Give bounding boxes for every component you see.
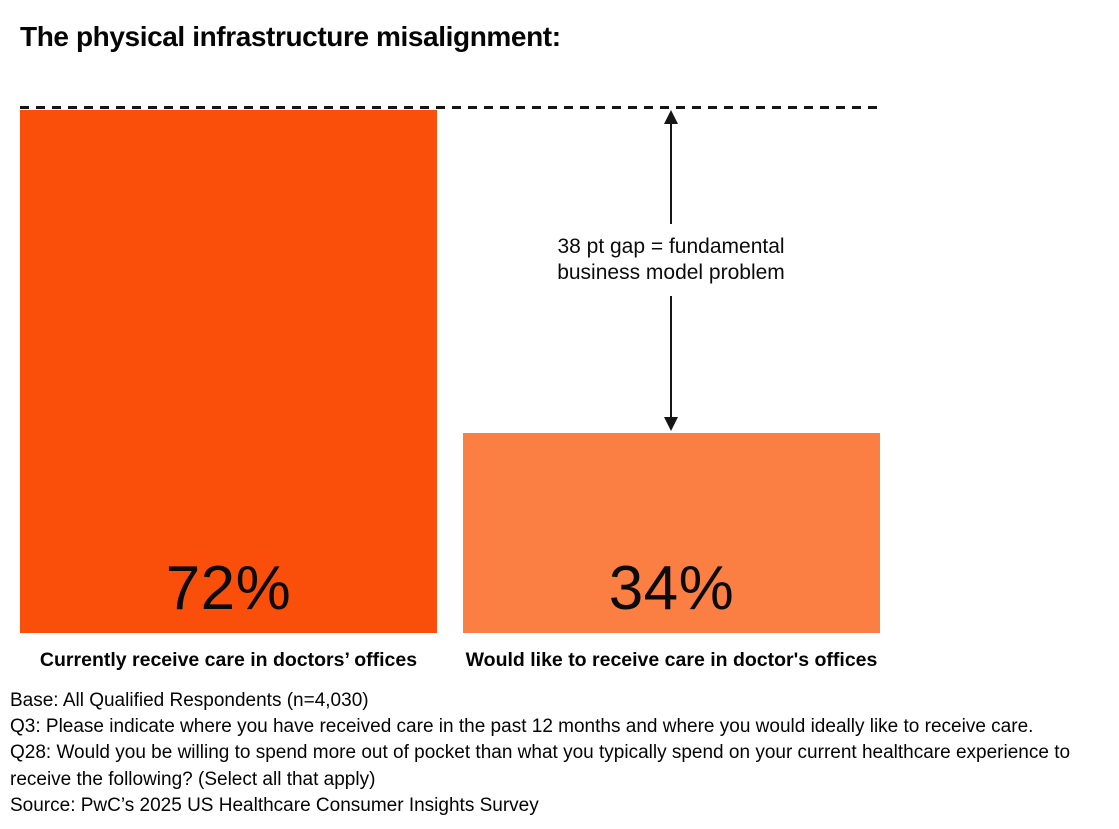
gap-arrow-line-top — [670, 114, 672, 224]
footnote-q3: Q3: Please indicate where you have recei… — [10, 716, 1034, 738]
gap-annotation-line1: 38 pt gap = fundamental — [557, 235, 785, 258]
bar-would-like-care: 34% — [463, 433, 880, 633]
footnotes: Base: All Qualified Respondents (n=4,030… — [10, 688, 1107, 819]
arrow-down-icon — [664, 417, 678, 431]
bar-value-label: 34% — [608, 554, 735, 623]
bar-value-label: 72% — [165, 554, 292, 623]
bar-currently-receive-care: 72% — [20, 110, 437, 633]
gap-annotation-line2: business model problem — [557, 261, 785, 284]
footnote-source: Source: PwC’s 2025 US Healthcare Consume… — [10, 794, 539, 816]
footnote-base: Base: All Qualified Respondents (n=4,030… — [10, 690, 369, 711]
gap-arrow-line-bottom — [670, 296, 672, 418]
chart-title: The physical infrastructure misalignment… — [20, 21, 561, 52]
footnote-q28: Q28: Would you be willing to spend more … — [10, 742, 1071, 790]
dashed-reference-line — [20, 106, 880, 109]
category-label-currently: Currently receive care in doctors’ offic… — [39, 649, 418, 671]
gap-annotation: 38 pt gap = fundamental business model p… — [471, 234, 871, 286]
category-label-would-like: Would like to receive care in doctor's o… — [465, 649, 878, 671]
